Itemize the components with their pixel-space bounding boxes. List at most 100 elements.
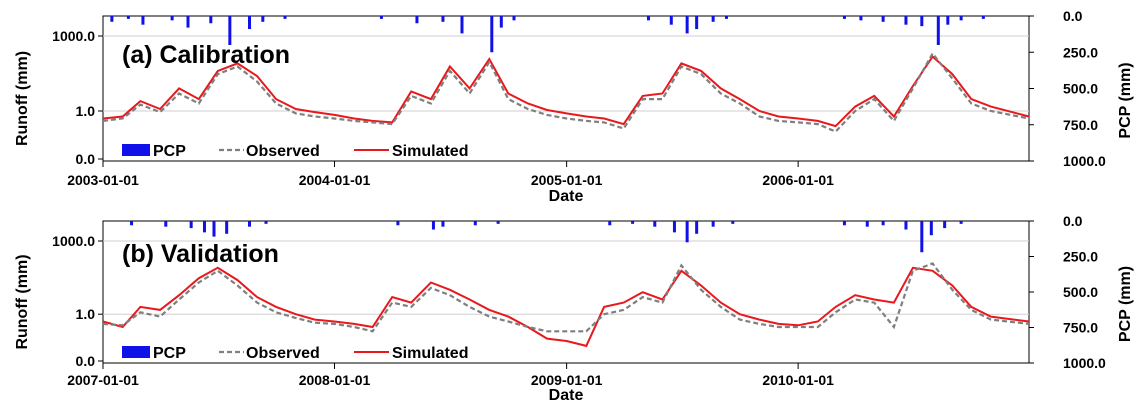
chart-panel-validation: 1000.0 1.0 0.0 0.0 250.0 500.0 750.0 1000.0 2007… [14, 213, 1134, 401]
pcp-bar [920, 221, 924, 253]
legend: PCP Observed Simulated [122, 143, 468, 160]
y2-axis-title: PCP (mm) [1117, 62, 1134, 138]
pcp-bar [110, 16, 114, 22]
pcp-bar [499, 16, 503, 28]
pcp-bar [711, 16, 715, 22]
pcp-bar [490, 16, 494, 53]
pcp-bar [415, 16, 419, 24]
pcp-bar [881, 221, 885, 226]
pcp-bar [608, 221, 612, 226]
x-tick-label: 2010-01-01 [762, 372, 834, 388]
x-axis-title: Date [549, 387, 584, 401]
pcp-bar [731, 221, 735, 224]
pcp-bar [460, 16, 464, 34]
y2-tick-label: 750.0 [1063, 320, 1098, 336]
y-tick-label: 0.0 [76, 151, 96, 167]
pcp-bar [248, 221, 252, 227]
legend-pcp-label: PCP [153, 143, 186, 160]
pcp-bar [130, 221, 134, 226]
y2-axis-title: PCP (mm) [1117, 266, 1134, 342]
pcp-bar [685, 221, 689, 243]
x-tick-label: 2003-01-01 [67, 172, 139, 188]
pcp-bar [228, 16, 232, 45]
pcp-bar [859, 16, 863, 21]
legend: PCP Observed Simulated [122, 345, 468, 362]
pcp-bar [431, 221, 435, 230]
legend-simulated-label: Simulated [392, 345, 468, 362]
y2-tick-label: 0.0 [1063, 213, 1083, 229]
chart-panel-calibration: 1000.0 1.0 0.0 0.0 250.0 500.0 750.0 1000.0 2003… [14, 8, 1134, 205]
pcp-bar [261, 16, 265, 22]
pcp-bar [685, 16, 689, 34]
x-tick-label: 2009-01-01 [531, 372, 603, 388]
x-tick-label: 2004-01-01 [299, 172, 371, 188]
pcp-bar [170, 16, 174, 21]
pcp-bar [496, 221, 500, 224]
legend-pcp-swatch [122, 346, 150, 358]
y-axis-title: Runoff (mm) [14, 51, 31, 146]
x-axis-title: Date [549, 188, 584, 205]
pcp-bar [943, 221, 947, 229]
x-tick-label: 2007-01-01 [67, 372, 139, 388]
pcp-bar [473, 221, 477, 226]
pcp-bar [164, 221, 168, 227]
pcp-bar [126, 16, 130, 19]
pcp-bar [202, 221, 206, 233]
pcp-bar [936, 16, 940, 45]
simulated-series-line [102, 266, 1030, 348]
y-tick-label: 1.0 [76, 306, 96, 322]
pcp-bar [695, 221, 699, 234]
legend-observed-label: Observed [246, 345, 320, 362]
pcp-bar [672, 221, 676, 233]
y2-tick-label: 1000.0 [1063, 355, 1106, 371]
pcp-bar [929, 221, 933, 236]
legend-pcp-label: PCP [153, 345, 186, 362]
panel-title: (b) Validation [122, 240, 279, 268]
pcp-bar [981, 16, 985, 19]
x-tick-label: 2005-01-01 [531, 172, 603, 188]
pcp-bar [264, 221, 268, 224]
y2-tick-label: 0.0 [1063, 8, 1083, 24]
y2-tick-label: 500.0 [1063, 284, 1098, 300]
simulated-series-line [102, 55, 1030, 128]
y-tick-label: 1000.0 [52, 28, 95, 44]
legend-observed-label: Observed [246, 143, 320, 160]
pcp-bar [441, 16, 445, 22]
y-tick-label: 1.0 [76, 103, 96, 119]
pcp-bar [695, 16, 699, 30]
pcp-bar [959, 16, 963, 21]
observed-series-line [102, 262, 1030, 333]
y2-tick-label: 1000.0 [1063, 153, 1106, 169]
x-tick-label: 2006-01-01 [762, 172, 834, 188]
pcp-bar [881, 16, 885, 22]
pcp-bar [441, 221, 445, 227]
pcp-bar [379, 16, 383, 19]
pcp-bar [904, 221, 908, 230]
y2-tick-label: 250.0 [1063, 44, 1098, 60]
pcp-bar [959, 221, 963, 224]
observed-series-line [102, 51, 1030, 133]
pcp-bar [646, 16, 650, 21]
pcp-bar [946, 16, 950, 25]
legend-simulated-label: Simulated [392, 143, 468, 160]
x-tick-label: 2008-01-01 [299, 372, 371, 388]
pcp-bar [842, 221, 846, 226]
y-tick-label: 0.0 [76, 353, 96, 369]
panel-title: (a) Calibration [122, 41, 290, 69]
pcp-bar [225, 221, 229, 234]
pcp-bar [209, 16, 213, 24]
pcp-bar [865, 221, 869, 227]
y2-tick-label: 750.0 [1063, 117, 1098, 133]
pcp-bar [842, 16, 846, 19]
y-axis-title: Runoff (mm) [14, 254, 31, 349]
pcp-bar [631, 221, 635, 224]
pcp-bar [724, 16, 728, 19]
pcp-bar [711, 221, 715, 227]
pcp-bar [212, 221, 216, 237]
plot-frame [102, 15, 1030, 162]
pcp-bar [248, 16, 252, 30]
pcp-bar [186, 16, 190, 28]
pcp-bar [189, 221, 193, 229]
pcp-bar [396, 221, 400, 226]
